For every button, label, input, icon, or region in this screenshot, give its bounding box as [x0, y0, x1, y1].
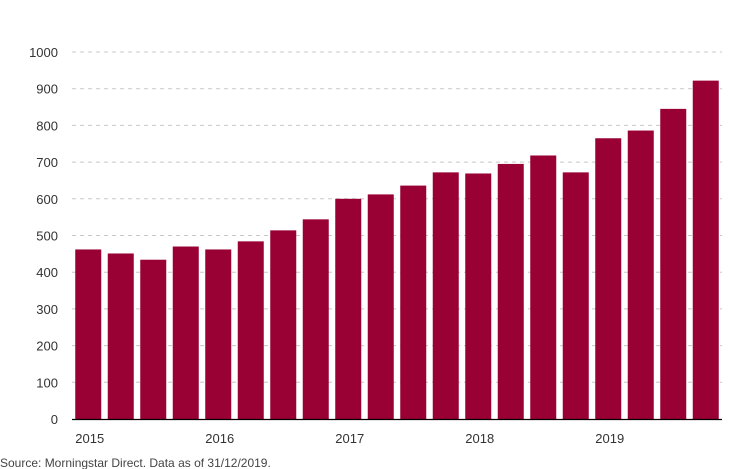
y-tick-label: 300 [36, 302, 58, 317]
bar [237, 241, 264, 419]
bar [140, 259, 167, 419]
y-tick-label: 1000 [29, 45, 58, 60]
bars [75, 80, 719, 420]
bar [335, 198, 362, 419]
y-tick-label: 0 [51, 412, 58, 427]
y-tick-label: 400 [36, 265, 58, 280]
bar [75, 249, 102, 419]
y-tick-label: 500 [36, 229, 58, 244]
bar [400, 185, 427, 419]
y-tick-label: 800 [36, 118, 58, 133]
bar [205, 249, 232, 419]
bar [692, 80, 719, 419]
bar [302, 219, 329, 419]
bar [172, 246, 199, 419]
bar [595, 138, 622, 419]
x-tick-label: 2016 [205, 431, 234, 446]
bar [627, 130, 654, 420]
bar [497, 163, 524, 419]
y-tick-label: 600 [36, 192, 58, 207]
bar [432, 172, 459, 419]
x-axis-tick-labels: 2015 2016 2017 2018 2019 [75, 431, 624, 446]
x-tick-label: 2018 [465, 431, 494, 446]
bar [562, 172, 589, 419]
gridlines [72, 51, 722, 383]
bar [367, 194, 394, 419]
y-tick-label: 900 [36, 82, 58, 97]
x-tick-label: 2017 [335, 431, 364, 446]
bar [107, 253, 134, 419]
bar [465, 173, 492, 419]
y-tick-label: 700 [36, 155, 58, 170]
y-axis-tick-labels: 0 100 200 300 400 500 600 700 800 900 1000 [29, 45, 58, 427]
y-tick-label: 200 [36, 339, 58, 354]
bar [530, 155, 557, 420]
bar [660, 108, 687, 419]
y-tick-label: 100 [36, 375, 58, 390]
x-tick-label: 2019 [595, 431, 624, 446]
bar [270, 230, 297, 419]
source-note: Source: Morningstar Direct. Data as of 3… [0, 456, 271, 469]
x-tick-label: 2015 [75, 431, 104, 446]
